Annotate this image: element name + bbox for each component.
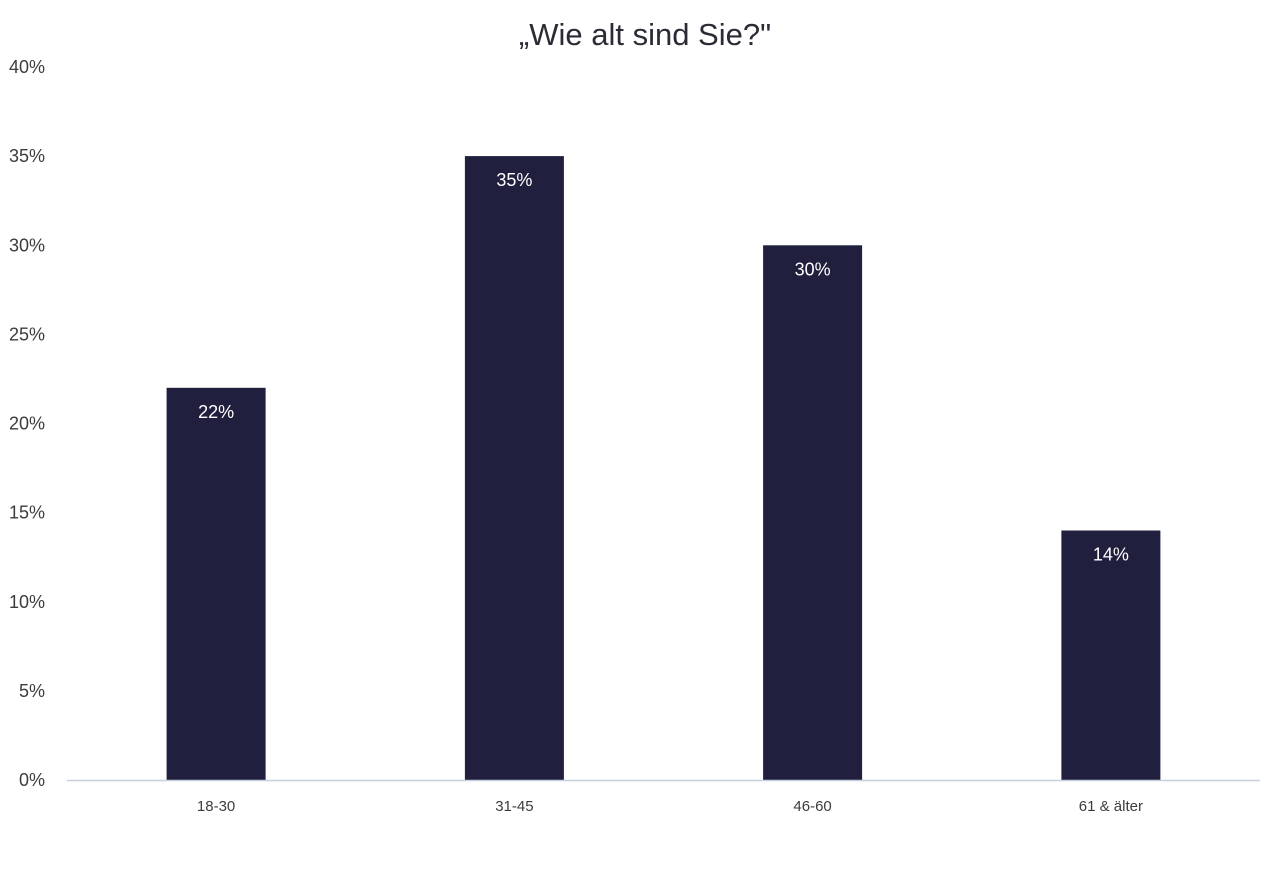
- y-tick-label: 35%: [9, 146, 45, 166]
- data-labels: 22% 35% 30% 14%: [198, 170, 1129, 564]
- x-tick-label: 46-60: [793, 798, 831, 815]
- data-label: 22%: [198, 402, 234, 422]
- bar: [1061, 530, 1161, 780]
- y-tick-label: 25%: [9, 324, 45, 344]
- data-label: 14%: [1093, 545, 1129, 565]
- x-axis-ticks: 18-30 31-45 46-60 61 & älter: [197, 798, 1143, 815]
- y-tick-label: 40%: [9, 57, 45, 77]
- x-tick-label: 18-30: [197, 798, 235, 815]
- y-tick-label: 10%: [9, 592, 45, 612]
- bar: [763, 245, 863, 781]
- data-label: 35%: [496, 170, 532, 190]
- chart-title: „Wie alt sind Sie?": [519, 17, 771, 52]
- y-tick-label: 5%: [19, 681, 45, 701]
- y-tick-label: 15%: [9, 503, 45, 523]
- y-tick-label: 0%: [19, 770, 45, 790]
- bars: [166, 156, 1161, 781]
- y-tick-label: 30%: [9, 235, 45, 255]
- data-label: 30%: [795, 259, 831, 279]
- x-tick-label: 61 & älter: [1079, 798, 1143, 815]
- y-axis-ticks: 0% 5% 10% 15% 20% 25% 30% 35% 40%: [9, 57, 45, 790]
- x-tick-label: 31-45: [495, 798, 533, 815]
- bar: [166, 387, 266, 780]
- y-tick-label: 20%: [9, 414, 45, 434]
- bar: [464, 156, 564, 781]
